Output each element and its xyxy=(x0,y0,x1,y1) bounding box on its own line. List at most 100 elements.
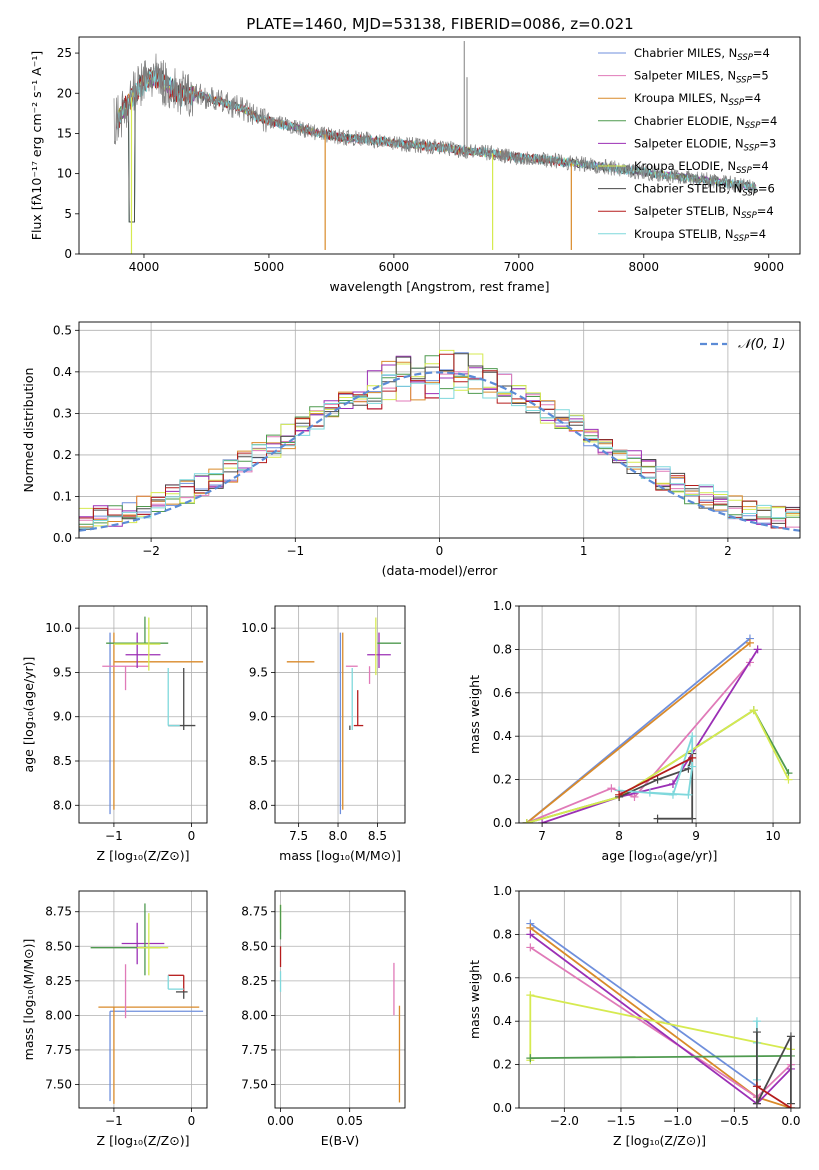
y-axis-label: mass weight xyxy=(467,675,482,754)
weight-line xyxy=(541,648,759,823)
legend-label: Chabrier STELIB, NSSP=6 xyxy=(634,182,775,199)
histogram-step xyxy=(79,374,800,529)
x-tick-label: 0 xyxy=(188,829,196,843)
weight-marker xyxy=(752,1099,761,1108)
plot-area-age_vs_mass xyxy=(286,617,402,815)
x-tick-label: 1 xyxy=(580,544,588,558)
weight-line xyxy=(530,1055,791,1059)
weight-line xyxy=(529,922,758,1088)
y-tick-label: 8.75 xyxy=(241,905,268,919)
y-tick-label: 8.5 xyxy=(249,754,268,768)
y-tick-label: 0.2 xyxy=(493,773,512,787)
axes-frame xyxy=(78,321,801,539)
legend-label: Salpeter ELODIE, NSSP=3 xyxy=(634,136,776,153)
x-axis-label: Z [log₁₀(Z/Z⊙)] xyxy=(97,848,190,863)
axes-frame xyxy=(518,890,801,1109)
axes-frame xyxy=(274,890,406,1109)
weight-marker xyxy=(522,819,531,823)
y-tick-label: 10.0 xyxy=(45,621,72,635)
weight-marker xyxy=(786,1104,795,1108)
y-tick-label: 20 xyxy=(57,86,72,100)
x-tick-label: 0.0 xyxy=(781,1114,800,1128)
weight-marker xyxy=(653,814,662,823)
x-tick-label: 8 xyxy=(615,829,623,843)
weight-line xyxy=(526,661,751,823)
y-tick-label: 0.0 xyxy=(53,531,72,545)
legend: Chabrier MILES, NSSP=4 Salpeter MILES, NS… xyxy=(598,46,777,244)
x-tick-label: 9 xyxy=(692,829,700,843)
panel-residuals: −2 −1 0 1 2 0.0 0.1 0.2 0.3 0.4 0.5 (data-model)/er… xyxy=(21,321,801,578)
weight-marker xyxy=(688,762,697,771)
y-tick-label: 9.0 xyxy=(249,710,268,724)
y-tick-label: 8.50 xyxy=(45,939,72,953)
weight-marker xyxy=(688,753,697,762)
x-tick-label: 8.5 xyxy=(368,829,387,843)
x-tick-label: 7000 xyxy=(504,260,535,274)
x-axis-label: Z [log₁₀(Z/Z⊙)] xyxy=(97,1133,190,1148)
panel-age_vs_Z: −1 0 8.0 8.5 9.0 9.5 10.0 Z [log₁₀(Z/Z⊙)] age [l… xyxy=(21,605,208,863)
legend-label: Salpeter STELIB, NSSP=4 xyxy=(634,204,774,221)
x-tick-label: 7 xyxy=(538,829,546,843)
y-axis-label: age [log₁₀(age/yr)] xyxy=(21,657,36,773)
weight-marker xyxy=(752,1082,761,1091)
axes-frame xyxy=(78,890,208,1109)
y-tick-label: 0.6 xyxy=(493,686,512,700)
x-tick-label: 4000 xyxy=(129,260,160,274)
x-tick-label: 5000 xyxy=(254,260,285,274)
plot-area-mass_vs_Z xyxy=(90,903,204,1104)
x-tick-label: 8000 xyxy=(629,260,660,274)
x-tick-label: 8.0 xyxy=(328,829,347,843)
y-tick-label: 9.0 xyxy=(53,710,72,724)
x-axis-label: (data-model)/error xyxy=(382,563,499,578)
y-axis-label: mass [log₁₀(M/M⊙)] xyxy=(21,939,36,1061)
weight-marker xyxy=(653,775,662,784)
y-tick-label: 8.0 xyxy=(53,798,72,812)
plot-area-weight_vs_age xyxy=(522,634,793,823)
legend-label: Chabrier ELODIE, NSSP=4 xyxy=(634,114,777,131)
weight-line xyxy=(756,1085,792,1108)
y-tick-label: 0.3 xyxy=(53,406,72,420)
x-tick-label: −1 xyxy=(105,1114,123,1128)
plot-area-residuals xyxy=(79,349,800,532)
normal-curve xyxy=(79,371,800,532)
y-axis-label: Flux [fλ10⁻¹⁷ erg cm⁻² s⁻¹ A⁻¹] xyxy=(29,51,44,240)
weight-marker xyxy=(526,930,535,939)
weight-marker xyxy=(630,792,639,801)
legend-label: Salpeter MILES, NSSP=5 xyxy=(634,69,769,86)
legend-label: Kroupa STELIB, NSSP=4 xyxy=(634,227,766,244)
x-tick-label: −2 xyxy=(142,544,160,558)
weight-marker xyxy=(526,943,535,952)
panel-mass_vs_ebv: 0.00 0.05 7.50 7.75 8.00 8.25 8.50 8.75 E(B-V) xyxy=(241,890,406,1148)
axes-frame xyxy=(518,605,801,824)
axes-frame xyxy=(78,605,208,824)
x-tick-label: −1 xyxy=(286,544,304,558)
data-spectrum xyxy=(113,53,757,195)
x-axis-label: wavelength [Angstrom, rest frame] xyxy=(329,279,549,294)
weight-marker xyxy=(688,732,697,741)
x-tick-label: 0 xyxy=(436,544,444,558)
x-tick-label: −1.0 xyxy=(663,1114,692,1128)
plot-area-age_vs_Z xyxy=(102,616,204,815)
axes-frame xyxy=(78,36,801,255)
y-tick-label: 0.4 xyxy=(493,729,512,743)
axes-frame xyxy=(274,605,406,824)
x-tick-label: 6000 xyxy=(379,260,410,274)
y-tick-label: 0.8 xyxy=(493,927,512,941)
y-axis-label: mass weight xyxy=(467,960,482,1039)
y-tick-label: 7.50 xyxy=(241,1078,268,1092)
y-tick-label: 0.2 xyxy=(493,1058,512,1072)
y-tick-label: 0.0 xyxy=(493,1101,512,1115)
x-tick-label: 10 xyxy=(765,829,780,843)
panel-mass_vs_Z: −1 0 7.50 7.75 8.00 8.25 8.50 8.75 Z [log₁₀(Z/Z⊙… xyxy=(21,890,208,1148)
panel-spectrum: 4000 5000 6000 7000 8000 9000 0 5 10 15 20 25 wavele… xyxy=(29,36,801,294)
y-tick-label: 8.5 xyxy=(53,754,72,768)
weight-marker xyxy=(753,645,762,654)
y-tick-label: 0.1 xyxy=(53,489,72,503)
plot-area-mass_vs_ebv xyxy=(279,904,401,1103)
panel-age_vs_mass: 7.5 8.0 8.5 8.0 8.5 9.0 9.5 10.0 mass [log₁₀(M/M… xyxy=(241,605,406,863)
weight-marker xyxy=(607,784,616,793)
weight-marker xyxy=(749,706,758,715)
weight-marker xyxy=(538,819,547,823)
x-tick-label: −1 xyxy=(105,829,123,843)
